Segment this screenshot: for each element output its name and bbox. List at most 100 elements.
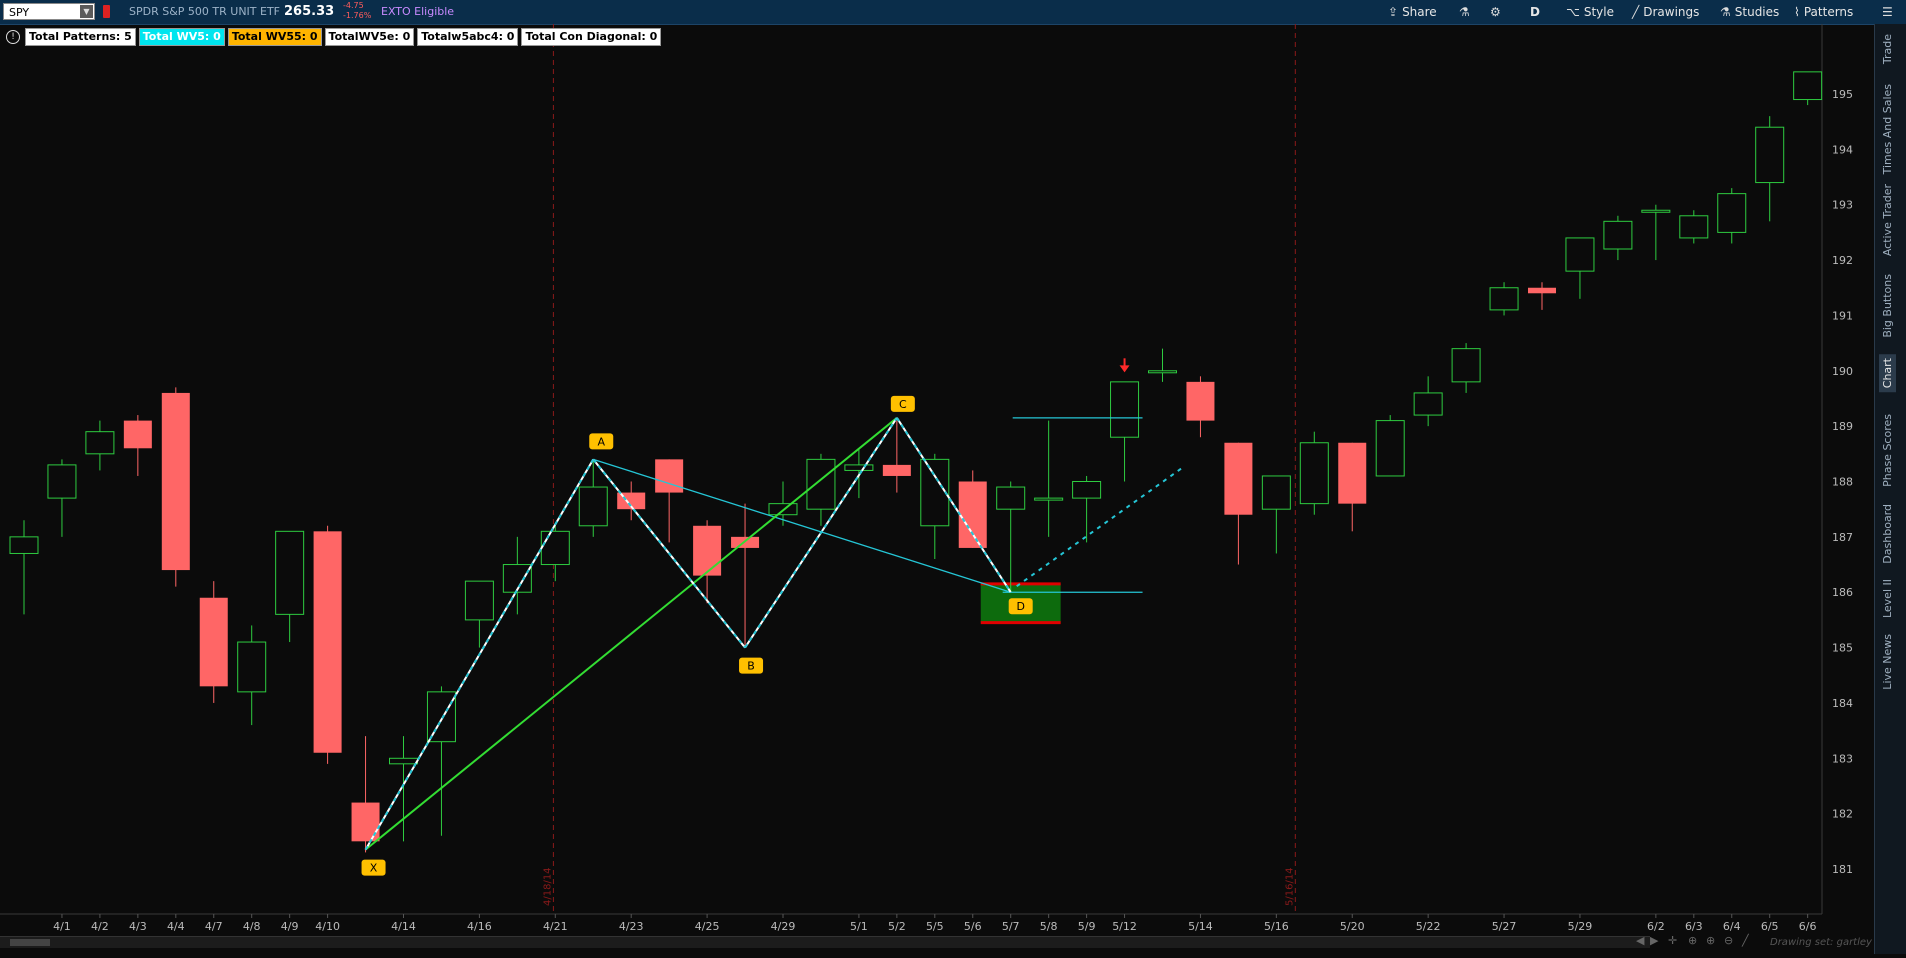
zoom-fit-icon[interactable]: ⊕ <box>1688 934 1698 947</box>
x-tick-label: 4/16 <box>467 920 492 933</box>
y-tick-label: 194 <box>1832 143 1853 156</box>
symbol-selector[interactable]: SPY ▼ <box>3 3 95 20</box>
drawings-label: Drawings <box>1643 5 1700 19</box>
x-tick-label: 4/21 <box>543 920 568 933</box>
flask-button[interactable]: ⚗ <box>1459 3 1470 21</box>
draw-icon[interactable]: ╱ <box>1742 934 1749 947</box>
pattern-point-badge <box>589 433 614 450</box>
pattern-point-badge <box>739 657 764 674</box>
style-button[interactable]: ⌥ Style <box>1566 3 1614 21</box>
scroll-right-icon[interactable]: ▶ <box>1650 934 1659 947</box>
y-tick-label: 183 <box>1832 752 1853 765</box>
share-button[interactable]: ⇪ Share <box>1388 3 1437 21</box>
y-tick-label: 188 <box>1832 476 1853 489</box>
time-scrollbar[interactable] <box>0 936 1650 948</box>
x-tick-label: 5/2 <box>888 920 906 933</box>
pattern-leg-dash <box>896 417 1012 593</box>
warning-icon[interactable]: ! <box>6 30 20 44</box>
x-tick-label: 4/1 <box>53 920 71 933</box>
dock-tab[interactable]: Dashboard <box>1881 504 1894 564</box>
y-tick-label: 181 <box>1832 863 1853 876</box>
studies-button[interactable]: ⚗ Studies <box>1720 3 1779 21</box>
exto-eligible-label: EXTO Eligible <box>381 5 455 18</box>
candle-body <box>1186 381 1215 421</box>
y-tick-label: 193 <box>1832 199 1853 212</box>
price-chart[interactable]: 181 182 183 184 185 186 187 188 189 190 191 192 193 1… <box>0 24 1874 954</box>
menu-button[interactable]: ☰ <box>1882 3 1893 21</box>
candle-body <box>578 486 608 527</box>
candle-body <box>237 641 267 693</box>
candle-body <box>85 431 115 455</box>
share-icon: ⇪ <box>1388 5 1399 19</box>
candle-body <box>1793 71 1823 101</box>
dock-tab[interactable]: Big Buttons <box>1881 274 1894 338</box>
chevron-down-icon[interactable]: ▼ <box>80 5 93 18</box>
period-button[interactable]: D <box>1530 3 1540 21</box>
period-label: D <box>1530 5 1540 19</box>
period-divider-label: 4/18/14 <box>542 867 553 906</box>
candle-body <box>199 597 228 687</box>
pencil-icon: ╱ <box>1632 5 1640 19</box>
symbol-description: SPDR S&P 500 TR UNIT ETF <box>129 5 281 18</box>
pattern-count-pill: Total Patterns: 5 <box>25 28 136 46</box>
x-tick-label: 5/29 <box>1568 920 1593 933</box>
x-tick-label: 6/4 <box>1723 920 1741 933</box>
candle-body <box>1641 209 1671 213</box>
y-tick-label: 190 <box>1832 365 1853 378</box>
zoom-out-icon[interactable]: ⊖ <box>1724 934 1734 947</box>
x-tick-label: 4/3 <box>129 920 147 933</box>
style-label: Style <box>1583 5 1614 19</box>
x-tick-label: 5/1 <box>850 920 868 933</box>
candle-body <box>502 564 532 593</box>
pattern-leg-dash <box>744 417 898 649</box>
candle-body <box>1565 237 1595 272</box>
candle-body <box>1072 481 1102 499</box>
share-label: Share <box>1402 5 1437 19</box>
dock-tab[interactable]: Active Trader <box>1881 184 1894 257</box>
pattern-point-label: B <box>747 660 755 673</box>
crosshair-icon[interactable]: ✛ <box>1668 934 1678 947</box>
candle-body <box>920 458 950 527</box>
zoom-in-icon[interactable]: ⊕ <box>1706 934 1716 947</box>
patterns-icon: ⌇ <box>1794 5 1800 19</box>
sell-arrow-icon <box>1119 365 1130 373</box>
x-tick-label: 6/2 <box>1647 920 1665 933</box>
dock-tab[interactable]: Chart <box>1879 354 1896 393</box>
dock-tab[interactable]: Times And Sales <box>1881 84 1894 175</box>
drawings-button[interactable]: ╱ Drawings <box>1632 3 1699 21</box>
x-tick-label: 4/25 <box>695 920 720 933</box>
y-tick-label: 189 <box>1832 420 1853 433</box>
candle-body <box>1034 497 1064 501</box>
scrollbar-thumb[interactable] <box>10 939 50 946</box>
dock-tab[interactable]: Level II <box>1881 579 1894 619</box>
flag-icon[interactable] <box>103 5 110 18</box>
candle-body <box>1338 442 1367 504</box>
y-tick-label: 191 <box>1832 309 1853 322</box>
menu-icon: ☰ <box>1882 5 1893 19</box>
y-tick-label: 184 <box>1832 697 1853 710</box>
candle-body <box>464 580 494 621</box>
candle-body <box>1755 126 1785 184</box>
x-tick-label: 5/5 <box>926 920 944 933</box>
x-tick-label: 5/20 <box>1340 920 1365 933</box>
symbol-text: SPY <box>9 6 30 19</box>
chart-area[interactable]: 181 182 183 184 185 186 187 188 189 190 191 192 193 1… <box>0 24 1874 954</box>
dock-tab[interactable]: Phase Scores <box>1881 414 1894 487</box>
x-tick-label: 4/23 <box>619 920 644 933</box>
x-tick-label: 5/12 <box>1112 920 1137 933</box>
candle-body <box>123 420 152 449</box>
projection-line <box>1016 466 1184 588</box>
pattern-point-label: A <box>597 435 605 448</box>
a-d-line <box>593 458 1011 593</box>
patterns-button[interactable]: ⌇ Patterns <box>1794 3 1853 21</box>
pattern-count-bar: ! Total Patterns: 5 Total WV5: 0 Total WV5… <box>6 28 662 46</box>
right-dock: Trade Times And Sales Active Trader Big But… <box>1874 24 1906 954</box>
candle-body <box>693 525 722 576</box>
style-icon: ⌥ <box>1566 5 1580 19</box>
settings-button[interactable]: ⚙ <box>1490 3 1501 21</box>
dock-tab[interactable]: Trade <box>1881 34 1894 65</box>
dock-tab[interactable]: Live News <box>1881 634 1894 690</box>
scroll-left-icon[interactable]: ◀ <box>1636 934 1645 947</box>
candle-body <box>1375 420 1405 477</box>
candle-body <box>655 459 684 493</box>
